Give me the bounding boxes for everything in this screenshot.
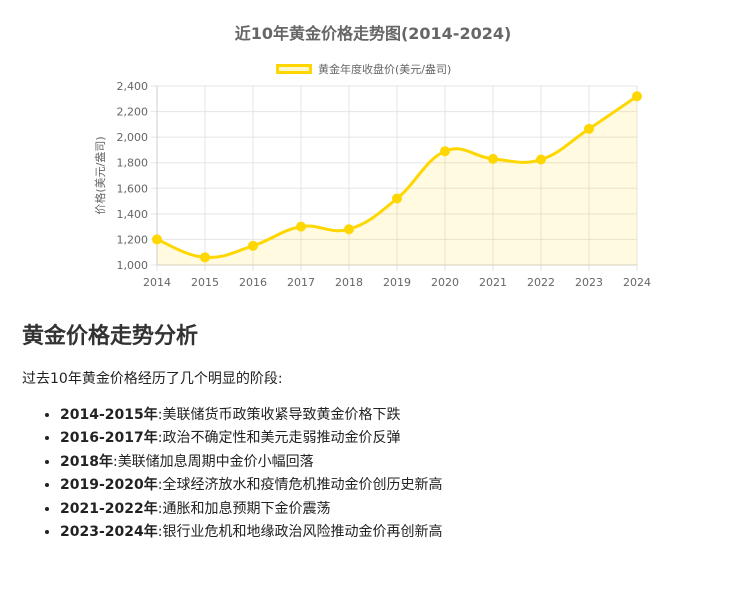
data-point [584, 123, 594, 134]
x-tick-label: 2023 [575, 276, 603, 289]
phase-text: 美联储加息周期中金价小幅回落 [117, 453, 314, 470]
list-item: 2014-2015年:美联储货币政策收紧导致黄金价格下跌 [60, 404, 722, 427]
phase-text: 政治不确定性和美元走弱推动金价反弹 [162, 430, 401, 447]
data-point [248, 240, 258, 251]
legend-label: 黄金年度收盘价(美元/盎司) [318, 63, 452, 76]
phase-period: 2016-2017年 [60, 430, 158, 447]
x-tick-label: 2018 [335, 276, 363, 289]
list-item: 2016-2017年:政治不确定性和美元走弱推动金价反弹 [60, 427, 722, 450]
y-tick-label: 1,400 [117, 208, 149, 221]
x-tick-label: 2024 [623, 276, 651, 289]
y-tick-label: 1,200 [117, 233, 149, 246]
phase-text: 全球经济放水和疫情危机推动金价创历史新高 [162, 477, 443, 494]
x-tick-label: 2017 [287, 276, 315, 289]
phase-sep: : [157, 477, 163, 494]
phase-period: 2014-2015年 [60, 407, 158, 423]
analysis-section: 黄金价格走势分析 过去10年黄金价格经历了几个明显的阶段: 2014-2015年… [22, 318, 722, 544]
data-point [344, 224, 354, 235]
phase-period: 2023-2024年 [60, 524, 158, 541]
data-point [488, 153, 498, 164]
x-tick-label: 2016 [239, 276, 267, 289]
data-point [440, 146, 450, 157]
phase-text: 通胀和加息预期下金价震荡 [162, 500, 331, 517]
data-point [152, 234, 162, 245]
line-chart: 1,000 1,200 1,400 1,600 1,800 2,000 2,200 2,400… [93, 80, 651, 289]
phase-period: 2021-2022年 [60, 500, 158, 517]
phase-list: 2014-2015年:美联储货币政策收紧导致黄金价格下跌 2016-2017年:… [22, 404, 722, 544]
chart-title: 近10年黄金价格走势图(2014-2024) [234, 24, 512, 43]
y-tick-label: 1,000 [117, 259, 149, 272]
phase-sep: : [157, 500, 163, 517]
data-point [200, 252, 210, 263]
phase-sep: : [157, 524, 163, 541]
chart-legend[interactable]: 黄金年度收盘价(美元/盎司) [276, 62, 451, 76]
phase-sep: : [157, 430, 163, 447]
x-tick-label: 2019 [383, 276, 411, 289]
x-tick-label: 2020 [431, 276, 459, 289]
list-item: 2023-2024年:银行业危机和地缘政治风险推动金价再创新高 [60, 521, 722, 544]
x-tick-label: 2021 [479, 276, 507, 289]
phase-text: 银行业危机和地缘政治风险推动金价再创新高 [162, 524, 443, 541]
data-point [632, 91, 642, 102]
list-item: 2019-2020年:全球经济放水和疫情危机推动金价创历史新高 [60, 474, 722, 497]
data-point [392, 193, 402, 204]
y-tick-label: 2,000 [117, 131, 149, 144]
phase-period: 2019-2020年 [60, 477, 158, 494]
y-tick-label: 2,400 [117, 80, 149, 93]
phase-text: 美联储货币政策收紧导致黄金价格下跌 [162, 407, 401, 423]
data-point [536, 154, 546, 165]
list-item: 2018年:美联储加息周期中金价小幅回落 [60, 451, 722, 474]
x-tick-label: 2015 [191, 276, 219, 289]
y-tick-label: 2,200 [117, 106, 149, 119]
list-item: 2021-2022年:通胀和加息预期下金价震荡 [60, 498, 722, 521]
analysis-heading: 黄金价格走势分析 [22, 324, 199, 349]
y-tick-label: 1,800 [117, 157, 149, 170]
phase-sep: : [157, 407, 163, 423]
data-point [296, 221, 306, 232]
x-tick-label: 2014 [143, 276, 171, 289]
legend-swatch [276, 64, 312, 74]
area-fill [157, 96, 637, 265]
y-axis-title: 价格(美元/盎司) [93, 136, 107, 214]
analysis-intro: 过去10年黄金价格经历了几个明显的阶段: [22, 371, 283, 387]
y-tick-label: 1,600 [117, 182, 149, 195]
phase-period: 2018年 [60, 453, 113, 470]
x-tick-label: 2022 [527, 276, 555, 289]
chart-container: 近10年黄金价格走势图(2014-2024) 黄金年度收盘价(美元/盎司) 1,… [93, 24, 651, 289]
phase-sep: : [112, 453, 118, 470]
